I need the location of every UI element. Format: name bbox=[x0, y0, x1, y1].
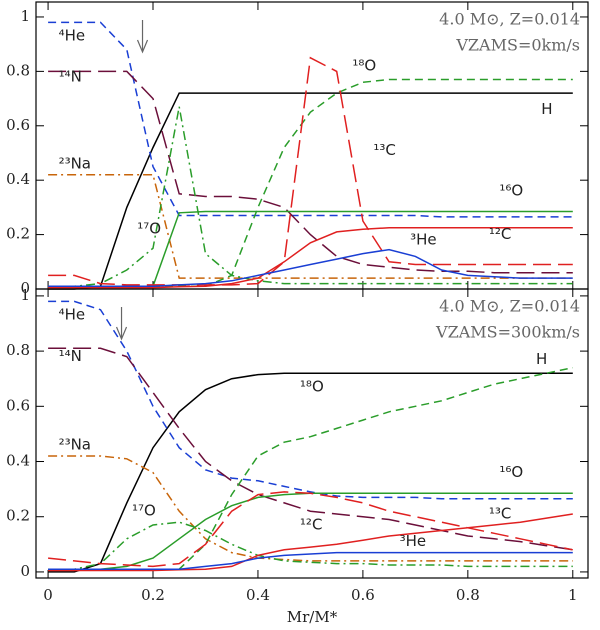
y-tick-label: 1 bbox=[20, 286, 30, 304]
series-line bbox=[48, 300, 573, 500]
series-line bbox=[48, 491, 573, 568]
series-line bbox=[48, 372, 573, 573]
series-line bbox=[48, 106, 573, 288]
series-label: H bbox=[541, 100, 552, 118]
series-label: ¹⁶O bbox=[499, 182, 523, 200]
y-tick-label: 0.6 bbox=[6, 116, 30, 134]
x-tick-label: 0.6 bbox=[351, 586, 375, 604]
arrow-marker bbox=[115, 307, 128, 341]
annotation: VZAMS=0km/s bbox=[455, 36, 580, 55]
series-label: ¹⁸O bbox=[352, 56, 376, 74]
x-tick-label: 0 bbox=[43, 586, 53, 604]
series-line bbox=[48, 455, 573, 562]
plot-frame bbox=[35, 288, 589, 579]
annotation: 4.0 M⊙, Z=0.014 bbox=[439, 297, 580, 316]
series-label: ¹⁴N bbox=[59, 67, 82, 85]
y-tick-label: 0.2 bbox=[6, 225, 30, 243]
series-label: ²³Na bbox=[59, 154, 91, 172]
x-tick-label: 1 bbox=[568, 586, 578, 604]
series-label: H bbox=[536, 350, 547, 368]
series-line bbox=[48, 227, 573, 289]
x-tick-label: 0.2 bbox=[141, 586, 165, 604]
y-tick-label: 0.4 bbox=[6, 170, 30, 188]
series-label: ³He bbox=[400, 532, 427, 550]
arrow-marker bbox=[136, 20, 149, 54]
y-tick-label: 0.8 bbox=[6, 61, 30, 79]
series-line bbox=[48, 92, 573, 290]
y-tick-label: 0.8 bbox=[6, 341, 30, 359]
y-tick-label: 1 bbox=[20, 7, 30, 25]
y-tick-label: 0 bbox=[20, 562, 30, 580]
series-label: ¹⁸O bbox=[300, 377, 324, 395]
y-tick-label: 0.2 bbox=[6, 507, 30, 525]
y-tick-label: 0.4 bbox=[6, 452, 30, 470]
series-line bbox=[48, 366, 573, 570]
series-label: ¹³C bbox=[489, 504, 512, 522]
series-line bbox=[48, 347, 573, 551]
series-label: ¹⁷O bbox=[137, 220, 161, 238]
series-label: ¹⁷O bbox=[132, 502, 156, 520]
series-label: ¹²C bbox=[300, 516, 323, 534]
series-line bbox=[48, 173, 573, 279]
series-line bbox=[48, 78, 573, 288]
series-label: ⁴He bbox=[59, 27, 86, 45]
series-line bbox=[48, 70, 573, 274]
series-line bbox=[48, 248, 573, 288]
series-line bbox=[48, 56, 573, 286]
series-line bbox=[48, 210, 573, 288]
x-tick-label: 0.4 bbox=[246, 586, 270, 604]
series-line bbox=[48, 21, 573, 218]
series-label: ⁴He bbox=[59, 306, 86, 324]
y-tick-label: 0.6 bbox=[6, 396, 30, 414]
series-line bbox=[48, 513, 573, 572]
series-label: ¹²C bbox=[489, 225, 512, 243]
x-tick-label: 0.8 bbox=[456, 586, 480, 604]
series-label: ³He bbox=[410, 231, 437, 249]
series-line bbox=[48, 521, 573, 570]
y-tick-label: 0 bbox=[20, 279, 30, 297]
annotation: VZAMS=300km/s bbox=[435, 323, 580, 342]
series-label: ¹³C bbox=[373, 141, 396, 159]
series-label: ¹⁶O bbox=[499, 463, 523, 481]
series-label: ²³Na bbox=[59, 435, 91, 453]
x-axis-label: Mr/M* bbox=[287, 608, 338, 626]
annotation: 4.0 M⊙, Z=0.014 bbox=[439, 10, 580, 29]
series-line bbox=[48, 551, 573, 570]
series-label: ¹⁴N bbox=[59, 347, 82, 365]
